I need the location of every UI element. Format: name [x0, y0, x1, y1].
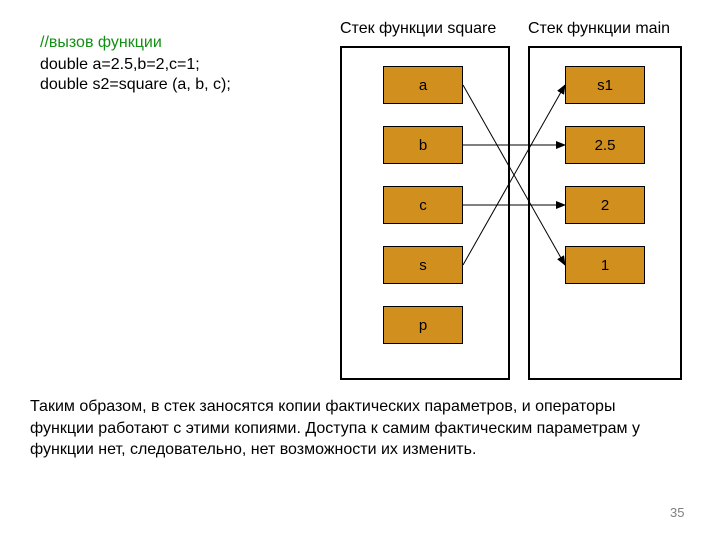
- page-number: 35: [670, 505, 684, 520]
- cell-main-25: 2.5: [565, 126, 645, 164]
- code-comment: //вызов функции: [40, 34, 162, 52]
- cell-square-c: c: [383, 186, 463, 224]
- cell-main-s1: s1: [565, 66, 645, 104]
- cell-square-p: p: [383, 306, 463, 344]
- cell-main-1: 1: [565, 246, 645, 284]
- explanation-paragraph: Таким образом, в стек заносятся копии фа…: [30, 396, 670, 461]
- code-line-2: double s2=square (a, b, c);: [40, 76, 231, 94]
- stack-title-main: Стек функции main: [528, 20, 670, 38]
- cell-square-s: s: [383, 246, 463, 284]
- code-line-1: double a=2.5,b=2,c=1;: [40, 56, 200, 74]
- stack-title-square: Стек функции square: [340, 20, 496, 38]
- cell-main-2: 2: [565, 186, 645, 224]
- cell-square-b: b: [383, 126, 463, 164]
- cell-square-a: a: [383, 66, 463, 104]
